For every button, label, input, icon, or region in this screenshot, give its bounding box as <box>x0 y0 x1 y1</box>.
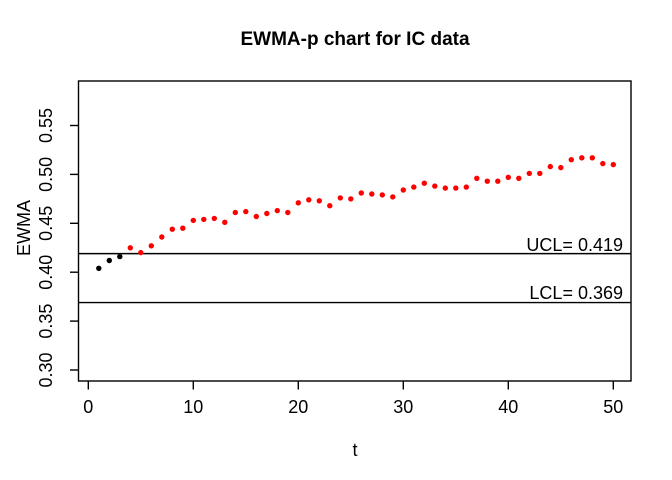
data-point <box>127 245 133 251</box>
lcl-label: LCL= 0.369 <box>529 283 623 303</box>
data-point <box>348 196 354 202</box>
data-point <box>190 217 196 224</box>
data-point <box>453 185 459 191</box>
data-point <box>211 215 217 222</box>
data-point <box>148 243 154 249</box>
data-point <box>390 194 396 200</box>
data-point <box>579 155 585 161</box>
data-point <box>537 170 543 177</box>
data-point <box>306 197 312 203</box>
control-limit-lines <box>78 252 631 304</box>
data-point <box>495 178 501 184</box>
data-point <box>201 216 207 223</box>
data-point <box>505 174 511 180</box>
data-point <box>547 163 553 170</box>
data-point <box>106 257 113 264</box>
data-point <box>400 187 406 193</box>
data-point <box>484 178 490 184</box>
data-point <box>138 249 144 256</box>
x-axis-label: t <box>352 440 357 460</box>
chart-title: EWMA-p chart for IC data <box>240 29 469 50</box>
data-point <box>558 164 564 171</box>
data-point <box>463 184 469 190</box>
x-tick-label: 10 <box>183 397 203 417</box>
data-point <box>274 207 280 214</box>
y-tick-label: 0.35 <box>36 304 56 339</box>
data-point <box>96 265 102 271</box>
data-point <box>243 208 249 215</box>
ucl-label: UCL= 0.419 <box>526 235 623 255</box>
data-point <box>421 180 427 186</box>
data-point <box>600 160 606 167</box>
data-point <box>117 253 123 260</box>
y-tick-label: 0.45 <box>36 206 56 241</box>
x-tick-label: 30 <box>393 397 413 417</box>
x-tick-label: 0 <box>83 397 93 417</box>
data-point <box>610 161 616 168</box>
data-point <box>379 192 385 198</box>
data-point <box>232 209 238 216</box>
data-point <box>337 195 343 201</box>
data-point <box>474 175 480 181</box>
data-point <box>222 219 228 225</box>
data-point <box>264 210 270 217</box>
data-point <box>432 183 438 189</box>
x-tick-label: 50 <box>603 397 623 417</box>
data-point <box>285 209 291 216</box>
data-point <box>159 234 165 240</box>
data-point <box>358 190 364 196</box>
y-tick-label: 0.50 <box>36 157 56 192</box>
data-point <box>169 226 175 232</box>
data-point <box>369 191 375 197</box>
y-tick-label: 0.30 <box>36 352 56 387</box>
data-point <box>316 198 322 204</box>
data-point <box>589 155 595 161</box>
data-point <box>295 200 301 206</box>
data-point <box>411 184 417 190</box>
data-point <box>568 157 574 163</box>
data-point <box>253 213 259 220</box>
data-point <box>516 175 522 181</box>
plot-box <box>77 80 632 382</box>
y-tick-label: 0.55 <box>36 108 56 143</box>
data-points <box>96 155 616 271</box>
x-axis-ticks: 0 10 20 30 40 50 <box>83 381 623 417</box>
y-axis-ticks: 0.30 0.35 0.40 0.45 0.50 0.55 <box>36 108 79 388</box>
data-point <box>442 185 448 191</box>
data-point <box>180 225 186 231</box>
x-tick-label: 40 <box>498 397 518 417</box>
y-tick-label: 0.40 <box>36 255 56 290</box>
data-point <box>526 170 532 177</box>
y-axis-label: EWMA <box>14 200 34 256</box>
data-point <box>327 203 333 209</box>
x-tick-label: 20 <box>288 397 308 417</box>
